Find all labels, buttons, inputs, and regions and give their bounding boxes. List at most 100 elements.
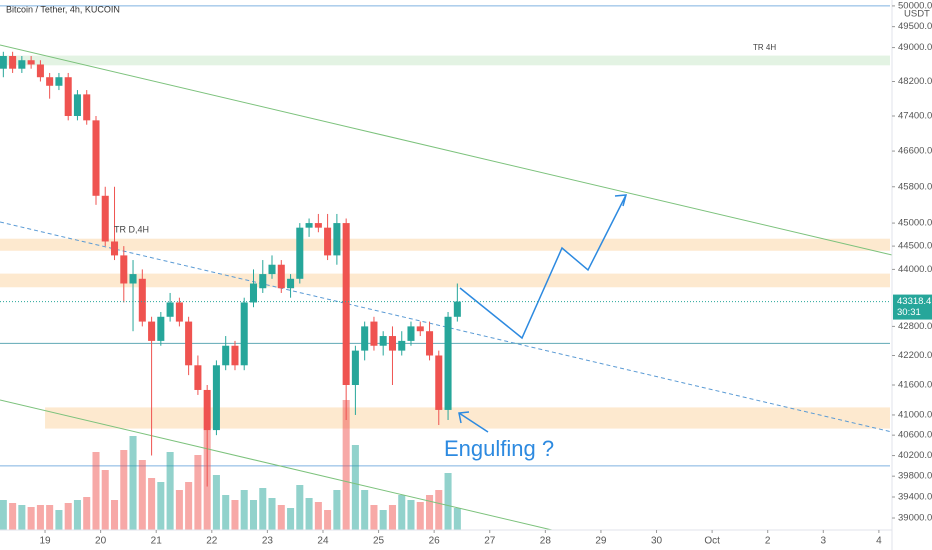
candle-body	[27, 60, 35, 65]
y-tick-label: 41600.0	[898, 380, 932, 391]
volume-bar	[73, 500, 81, 530]
volume-bar	[129, 436, 137, 530]
y-tick-label: 49500.0	[898, 21, 932, 32]
candle-body	[435, 355, 443, 410]
candle-body	[342, 223, 350, 386]
candle-body	[277, 264, 285, 289]
volume-bar	[287, 508, 295, 530]
x-tick-label: 20	[95, 536, 107, 547]
volume-bar	[324, 510, 332, 530]
volume-bar	[305, 498, 313, 530]
volume-bar	[370, 505, 378, 530]
candle-body	[64, 77, 72, 116]
x-tick-label: Oct	[704, 536, 720, 547]
volume-bar	[453, 508, 461, 530]
volume-bar	[92, 452, 100, 530]
candle-body	[453, 301, 461, 317]
volume-bar	[55, 510, 63, 530]
candle-body	[259, 274, 267, 289]
candle-body	[379, 336, 387, 346]
volume-bar	[212, 475, 220, 530]
volume-bar	[314, 502, 322, 530]
current-price-label: 43318.4	[897, 296, 931, 307]
candle-body	[129, 274, 137, 284]
candle-body	[101, 195, 109, 242]
y-tick-label: 45000.0	[898, 218, 932, 229]
candle-body	[287, 278, 295, 289]
countdown-label: 30:31	[897, 307, 921, 318]
candle-body	[388, 336, 396, 351]
volume-bar	[0, 500, 7, 530]
volume-bar	[426, 495, 434, 530]
volume-bar	[231, 500, 239, 530]
chart-title: Bitcoin / Tether, 4h, KUCOIN	[6, 4, 120, 14]
x-tick-label: 29	[595, 536, 607, 547]
x-tick-label: 23	[262, 536, 274, 547]
volume-bar	[379, 510, 387, 530]
y-tick-label: 42200.0	[898, 350, 932, 361]
volume-bar	[342, 400, 350, 530]
candles	[0, 51, 461, 487]
candle-body	[194, 365, 202, 390]
volume-bar	[351, 445, 359, 530]
candle-body	[203, 389, 211, 431]
candle-body	[305, 223, 313, 228]
candle-body	[157, 316, 165, 341]
candle-body	[73, 94, 81, 116]
volume-bar	[175, 490, 183, 530]
annotation: Engulfing ?	[444, 436, 554, 461]
volume-bar	[83, 497, 91, 530]
candle-body	[9, 55, 17, 69]
y-tick-label: 42800.0	[898, 321, 932, 332]
candle-body	[46, 77, 54, 86]
zone	[0, 273, 890, 288]
volume-bar	[444, 473, 452, 530]
engulfing-arrowhead	[458, 411, 470, 424]
x-tick-label: 25	[373, 536, 385, 547]
x-tick-label: 21	[151, 536, 163, 547]
candle-body	[36, 64, 44, 78]
candle-body	[407, 326, 415, 341]
volume-bar	[9, 503, 17, 530]
y-tick-label: 39800.0	[898, 471, 932, 482]
volume-bar	[398, 495, 406, 530]
candle-body	[426, 331, 434, 356]
candle-body	[370, 321, 378, 346]
y-tick-label: 41000.0	[898, 409, 932, 420]
volume-bar	[240, 490, 248, 530]
zone	[0, 55, 890, 66]
volume-bar	[416, 502, 424, 530]
volume-bar	[333, 490, 341, 530]
trend-line-lower	[0, 399, 553, 531]
candle-body	[398, 340, 406, 351]
x-tick-label: 27	[484, 536, 496, 547]
candle-body	[296, 227, 304, 279]
candle-body	[333, 223, 341, 256]
x-tick-label: 28	[540, 536, 552, 547]
y-tick-label: 44000.0	[898, 264, 932, 275]
x-tick-label: 24	[317, 536, 329, 547]
candle-body	[18, 60, 26, 69]
y-tick-label: 45800.0	[898, 181, 932, 192]
candle-body	[120, 255, 128, 284]
volume-bar	[277, 505, 285, 530]
volume-bar	[361, 490, 369, 530]
volume-bar	[36, 505, 44, 530]
volume-bar	[249, 500, 258, 530]
volume-bar	[18, 505, 26, 530]
x-tick-label: 3	[821, 536, 827, 547]
y-tick-label: 40200.0	[898, 450, 932, 461]
y-tick-label: 39000.0	[898, 513, 932, 524]
volume-bars	[0, 400, 461, 530]
candle-body	[55, 77, 63, 86]
candle-body	[314, 223, 322, 228]
annotation: TR 4H	[753, 43, 776, 52]
projection-path	[459, 194, 627, 340]
candle-body	[185, 321, 193, 366]
volume-bar	[185, 482, 193, 530]
candle-body	[268, 264, 276, 275]
current-price-tag	[893, 294, 932, 320]
y-tick-label: 44500.0	[898, 241, 932, 252]
candle-body	[83, 94, 91, 121]
